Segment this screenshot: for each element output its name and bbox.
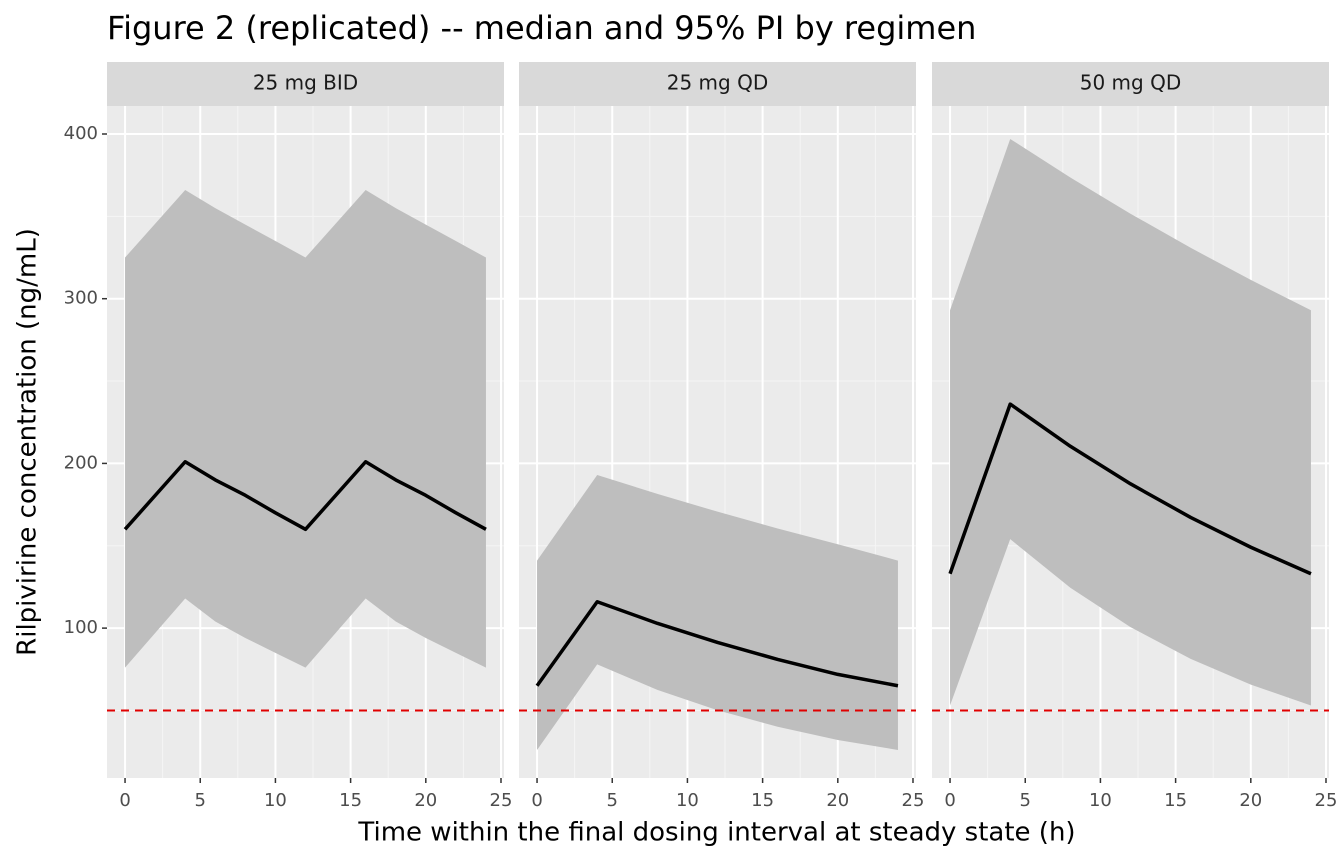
- x-tick-label: 5: [1020, 790, 1031, 811]
- x-tick-label: 15: [1164, 790, 1187, 811]
- x-tick-label: 20: [1239, 790, 1262, 811]
- x-tick-label: 0: [119, 790, 130, 811]
- x-tick-label: 10: [264, 790, 287, 811]
- x-tick-label: 20: [826, 790, 849, 811]
- x-tick-label: 25: [902, 790, 925, 811]
- x-tick-label: 5: [195, 790, 206, 811]
- x-tick-label: 10: [676, 790, 699, 811]
- x-tick-label: 5: [607, 790, 618, 811]
- x-tick-label: 25: [490, 790, 513, 811]
- prediction-interval: [537, 474, 898, 750]
- strip-background: [519, 62, 916, 106]
- y-tick-label: 300: [64, 288, 98, 309]
- strip-label: 25 mg QD: [667, 71, 768, 95]
- x-tick-label: 10: [1089, 790, 1112, 811]
- prediction-interval: [950, 138, 1311, 706]
- x-tick-label: 0: [531, 790, 542, 811]
- x-tick-label: 0: [944, 790, 955, 811]
- x-tick-label: 15: [339, 790, 362, 811]
- x-axis-title: Time within the final dosing interval at…: [357, 818, 1075, 848]
- median-line: [123, 460, 487, 532]
- chart-title: Figure 2 (replicated) -- median and 95% …: [107, 9, 976, 47]
- x-tick-label: 20: [414, 790, 437, 811]
- y-tick-label: 400: [64, 123, 98, 144]
- median-line: [535, 600, 899, 688]
- median-line: [948, 402, 1312, 576]
- strip-background: [932, 62, 1329, 106]
- strip-background: [107, 62, 504, 106]
- x-tick-label: 15: [751, 790, 774, 811]
- strip-label: 25 mg BID: [253, 71, 358, 95]
- x-tick-label: 25: [1315, 790, 1338, 811]
- strip-label: 50 mg QD: [1080, 71, 1181, 95]
- y-axis-title: Rilpivirine concentration (ng/mL): [13, 228, 43, 656]
- prediction-interval: [125, 190, 486, 668]
- y-tick-label: 200: [64, 452, 98, 473]
- y-tick-label: 100: [64, 617, 98, 638]
